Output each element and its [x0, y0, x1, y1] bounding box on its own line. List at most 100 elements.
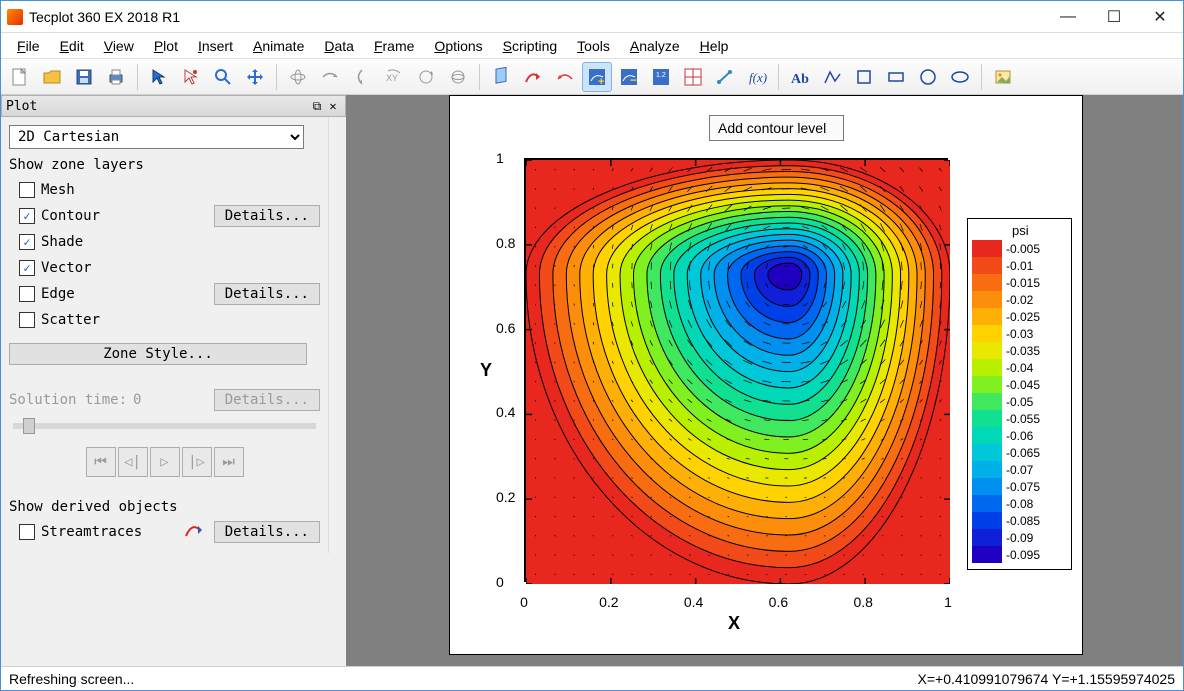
legend-swatch	[972, 427, 1002, 444]
plot-type-select[interactable]: 2D Cartesian	[9, 125, 304, 149]
legend-swatch	[972, 512, 1002, 529]
plot-frame[interactable]: Y X 00.20.40.60.81 00.20.40.60.81 psi -0…	[449, 95, 1083, 655]
selector-button[interactable]	[144, 62, 174, 92]
menu-animate[interactable]: Animate	[243, 36, 314, 56]
panel-float-button[interactable]: ⧉	[309, 99, 325, 114]
plot-area[interactable]	[524, 158, 948, 582]
legend-swatch	[972, 461, 1002, 478]
zone-style-button[interactable]: Zone Style...	[9, 343, 307, 365]
geom-ellipse-button[interactable]	[945, 62, 975, 92]
minimize-button[interactable]: —	[1045, 1, 1091, 33]
ytick: 0.4	[496, 404, 515, 420]
rotate-twist-button[interactable]	[411, 62, 441, 92]
extract-line-button[interactable]	[710, 62, 740, 92]
legend-swatch	[972, 274, 1002, 291]
geom-rect-button[interactable]	[881, 62, 911, 92]
menu-view[interactable]: View	[94, 36, 144, 56]
legend-swatch	[972, 240, 1002, 257]
menu-file[interactable]: File	[7, 36, 50, 56]
contour-remove-button[interactable]: −	[614, 62, 644, 92]
anim-next-button: |▷	[182, 447, 212, 477]
xtick: 0.6	[769, 594, 788, 610]
ytick: 0.2	[496, 489, 515, 505]
print-button[interactable]	[101, 62, 131, 92]
contour-label-button[interactable]: 1.2	[646, 62, 676, 92]
solution-time-value: 0	[133, 392, 208, 408]
xtick: 0.4	[684, 594, 703, 610]
vector-label: Vector	[41, 260, 320, 276]
rotate-x-button[interactable]	[315, 62, 345, 92]
legend-swatch	[972, 444, 1002, 461]
vector-checkbox[interactable]	[19, 260, 35, 276]
menu-edit[interactable]: Edit	[50, 36, 94, 56]
anim-controls: ⏮ ◁| ▷ |▷ ⏭	[9, 447, 320, 477]
legend-value: -0.06	[1002, 429, 1033, 443]
text-button[interactable]: Ab	[785, 62, 815, 92]
rotate-y-button[interactable]	[347, 62, 377, 92]
shade-label: Shade	[41, 234, 320, 250]
menu-data[interactable]: Data	[314, 36, 364, 56]
save-layout-button[interactable]	[69, 62, 99, 92]
legend-swatch	[972, 308, 1002, 325]
svg-text:f(x): f(x)	[749, 70, 767, 85]
streamtraces-checkbox[interactable]	[19, 524, 35, 540]
legend-value: -0.015	[1002, 276, 1040, 290]
menu-analyze[interactable]: Analyze	[620, 36, 690, 56]
new-layout-button[interactable]	[5, 62, 35, 92]
translate-button[interactable]	[240, 62, 270, 92]
legend-title: psi	[972, 223, 1067, 238]
rotate-spherical-button[interactable]	[443, 62, 473, 92]
maximize-button[interactable]: ☐	[1091, 1, 1137, 33]
legend-swatch	[972, 359, 1002, 376]
legend-value: -0.035	[1002, 344, 1040, 358]
contour-label: Contour	[41, 208, 208, 224]
rotate-xy-button[interactable]: XY	[379, 62, 409, 92]
edge-checkbox[interactable]	[19, 286, 35, 302]
menu-frame[interactable]: Frame	[364, 36, 424, 56]
slice-button[interactable]	[486, 62, 516, 92]
zoom-button[interactable]	[208, 62, 238, 92]
rotate-3d-button[interactable]	[283, 62, 313, 92]
panel-close-button[interactable]: ✕	[325, 99, 341, 113]
legend-value: -0.07	[1002, 463, 1033, 477]
legend-swatch	[972, 376, 1002, 393]
shade-checkbox[interactable]	[19, 234, 35, 250]
contour-details-button[interactable]: Details...	[214, 205, 320, 227]
anim-prev-button: ◁|	[118, 447, 148, 477]
window-title: Tecplot 360 EX 2018 R1	[29, 9, 1045, 25]
menu-tools[interactable]: Tools	[567, 36, 620, 56]
fx-button[interactable]: f(x)	[742, 62, 772, 92]
anim-play-button: ▷	[150, 447, 180, 477]
geom-square-button[interactable]	[849, 62, 879, 92]
menu-plot[interactable]: Plot	[144, 36, 188, 56]
xtick: 0	[520, 594, 528, 610]
legend-value: -0.08	[1002, 497, 1033, 511]
streamtrace-pos-button[interactable]	[550, 62, 580, 92]
streamtrace-add-button[interactable]	[518, 62, 548, 92]
panel-scrollbar[interactable]	[328, 117, 346, 553]
close-button[interactable]: ✕	[1137, 1, 1183, 33]
legend-value: -0.025	[1002, 310, 1040, 324]
zone-layers-label: Show zone layers	[9, 157, 320, 173]
mesh-checkbox[interactable]	[19, 182, 35, 198]
svg-text:1.2: 1.2	[656, 72, 666, 79]
geom-circle-button[interactable]	[913, 62, 943, 92]
edge-details-button[interactable]: Details...	[214, 283, 320, 305]
streamtraces-details-button[interactable]: Details...	[214, 521, 320, 543]
menu-insert[interactable]: Insert	[188, 36, 243, 56]
probe-button[interactable]	[678, 62, 708, 92]
status-message: Refreshing screen...	[9, 671, 908, 687]
contour-checkbox[interactable]	[19, 208, 35, 224]
menu-options[interactable]: Options	[424, 36, 492, 56]
canvas-area[interactable]: Y X 00.20.40.60.81 00.20.40.60.81 psi -0…	[346, 95, 1183, 666]
menu-scripting[interactable]: Scripting	[493, 36, 567, 56]
image-button[interactable]	[988, 62, 1018, 92]
open-layout-button[interactable]	[37, 62, 67, 92]
adjustor-button[interactable]	[176, 62, 206, 92]
streamtrace-icon[interactable]	[184, 520, 204, 544]
plot-panel-header[interactable]: Plot ⧉ ✕	[1, 95, 346, 117]
menu-help[interactable]: Help	[690, 36, 739, 56]
scatter-checkbox[interactable]	[19, 312, 35, 328]
geom-polyline-button[interactable]	[817, 62, 847, 92]
contour-add-button[interactable]: +	[582, 62, 612, 92]
